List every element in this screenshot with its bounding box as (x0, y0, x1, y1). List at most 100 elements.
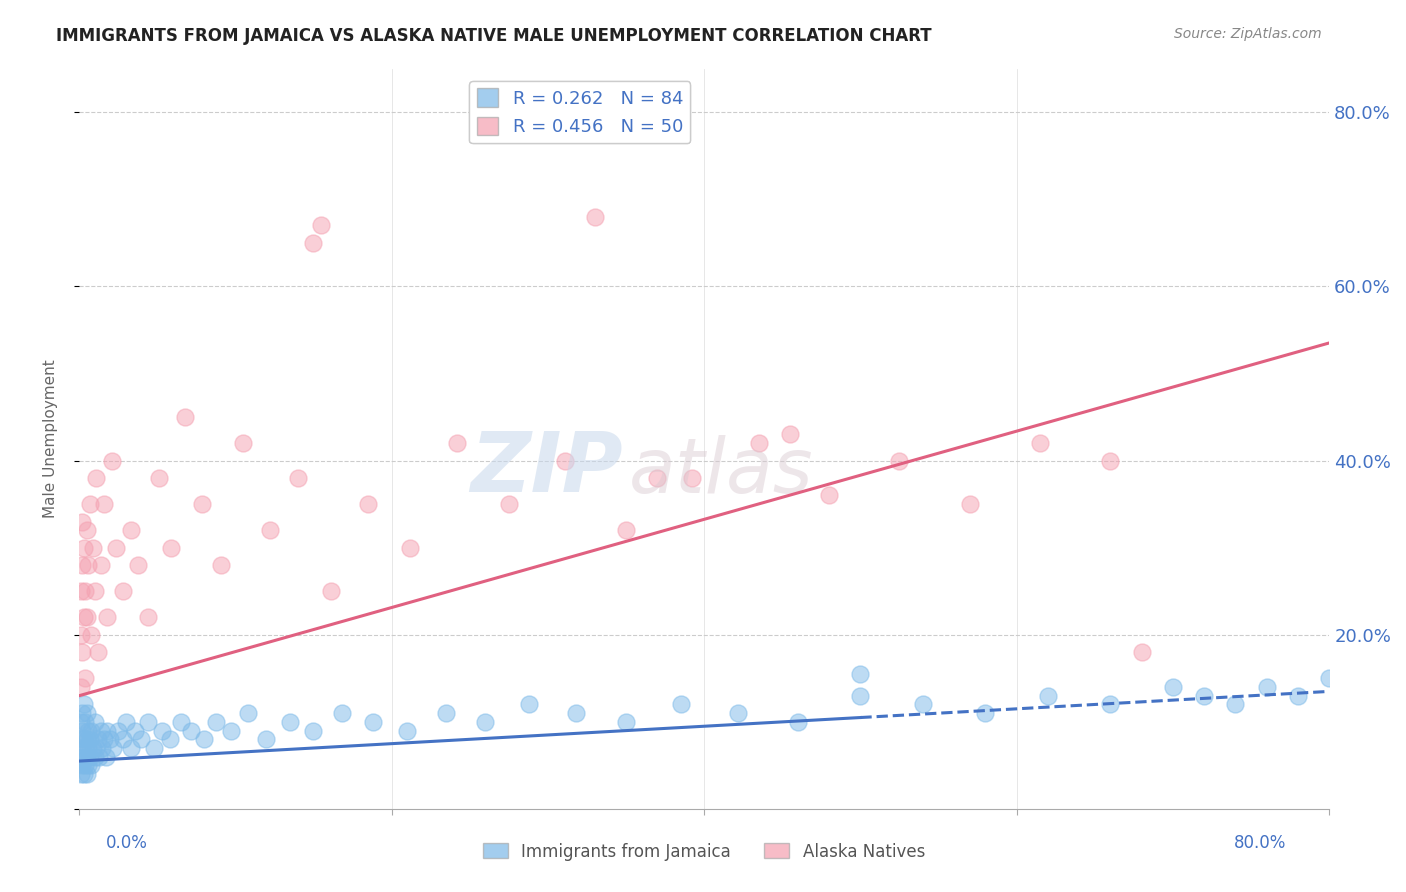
Point (1225, 698, 1247, 712)
Point (96, 723, 118, 738)
Point (974, 706, 997, 721)
Point (278, 714, 301, 729)
Point (69, 767, 91, 781)
Point (103, 741, 125, 756)
Text: IMMIGRANTS FROM JAMAICA VS ALASKA NATIVE MALE UNEMPLOYMENT CORRELATION CHART: IMMIGRANTS FROM JAMAICA VS ALASKA NATIVE… (56, 27, 932, 45)
Point (131, 732, 153, 747)
Point (76, 610, 98, 624)
Point (474, 714, 496, 729)
Point (69, 584, 91, 599)
Point (70, 758, 93, 772)
Point (105, 541, 128, 555)
Point (76, 732, 98, 747)
Point (75, 584, 97, 599)
Point (89, 749, 111, 764)
Point (83, 584, 105, 599)
Point (681, 471, 703, 485)
Point (1099, 453, 1122, 467)
Text: ZIP: ZIP (470, 428, 623, 508)
Point (259, 523, 281, 537)
Point (357, 497, 380, 511)
Point (434, 706, 457, 721)
Point (583, 210, 606, 224)
Point (1029, 436, 1052, 450)
Point (232, 436, 254, 450)
Point (100, 453, 122, 467)
Point (150, 723, 173, 738)
Point (959, 497, 981, 511)
Point (1130, 645, 1153, 659)
Point (79, 749, 101, 764)
Point (72, 610, 94, 624)
Point (1381, 680, 1403, 694)
Text: atlas: atlas (628, 435, 814, 509)
Text: 80.0%: 80.0% (1234, 834, 1286, 852)
Point (1350, 689, 1372, 703)
Y-axis label: Male Unemployment: Male Unemployment (44, 359, 58, 518)
Point (205, 714, 228, 729)
Text: Source: ZipAtlas.com: Source: ZipAtlas.com (1174, 27, 1322, 41)
Point (69, 732, 91, 747)
Point (849, 689, 872, 703)
Point (136, 610, 159, 624)
Point (309, 219, 332, 233)
Point (302, 235, 325, 250)
Point (1256, 680, 1278, 694)
Point (174, 409, 197, 424)
Point (554, 453, 576, 467)
Point (90, 723, 112, 738)
Point (80, 628, 103, 642)
Text: 0.0%: 0.0% (105, 834, 148, 852)
Point (786, 714, 808, 729)
Point (124, 723, 146, 738)
Point (727, 706, 749, 721)
Point (72, 767, 94, 781)
Point (90, 558, 112, 572)
Point (143, 741, 166, 756)
Point (72, 732, 94, 747)
Point (69, 714, 91, 729)
Point (75, 741, 97, 756)
Point (75, 671, 97, 685)
Point (169, 714, 191, 729)
Point (107, 723, 129, 738)
Point (399, 541, 422, 555)
Point (236, 706, 259, 721)
Point (69, 680, 91, 694)
Point (256, 732, 278, 747)
Point (1192, 689, 1215, 703)
Point (76, 749, 98, 764)
Point (127, 558, 149, 572)
Point (96, 610, 118, 624)
Point (86, 645, 108, 659)
Point (72, 749, 94, 764)
Point (115, 714, 138, 729)
Point (77, 558, 100, 572)
Point (83, 714, 105, 729)
Point (159, 732, 181, 747)
Point (75, 758, 97, 772)
Point (1317, 671, 1340, 685)
Point (1036, 689, 1059, 703)
Point (70, 558, 93, 572)
Point (148, 471, 170, 485)
Point (614, 523, 637, 537)
Point (818, 488, 841, 502)
Point (82, 741, 104, 756)
Point (77, 758, 100, 772)
Point (565, 706, 588, 721)
Point (70, 706, 93, 721)
Point (302, 723, 325, 738)
Point (748, 436, 770, 450)
Point (396, 723, 419, 738)
Point (889, 453, 911, 467)
Point (69, 628, 91, 642)
Point (75, 714, 97, 729)
Point (911, 698, 934, 712)
Point (72, 541, 94, 555)
Point (93, 732, 115, 747)
Point (1286, 689, 1309, 703)
Point (84, 741, 107, 756)
Point (77, 723, 100, 738)
Point (1161, 680, 1184, 694)
